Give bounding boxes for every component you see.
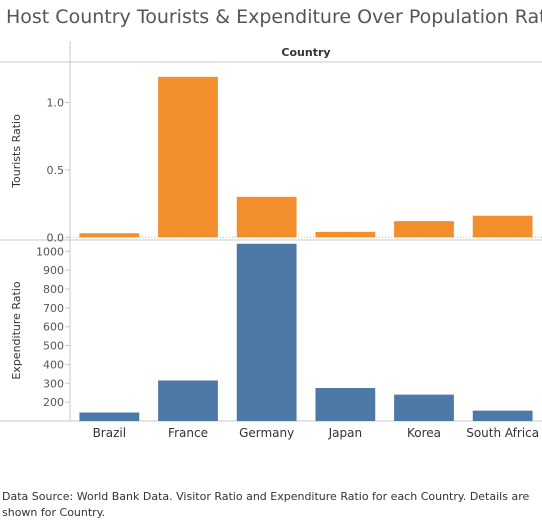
x-tick-label: Germany: [239, 426, 294, 440]
y-tick-label: 700: [43, 302, 64, 315]
x-tick-label: South Africa: [466, 426, 539, 440]
y-tick-label: 900: [43, 264, 64, 277]
y-tick-label: 600: [43, 321, 64, 334]
x-tick-label: Korea: [407, 426, 441, 440]
column-header: Country: [281, 46, 330, 59]
y-tick-label: 500: [43, 340, 64, 353]
y-tick-label: 1.0: [47, 96, 65, 109]
x-tick-label: Japan: [328, 426, 362, 440]
x-tick-label: France: [168, 426, 208, 440]
y-axis-label-tourists: Tourists Ratio: [10, 114, 23, 189]
y-tick-label: 200: [43, 396, 64, 409]
y-tick-label: 0.0: [47, 231, 65, 244]
bar-expenditure-korea: [394, 394, 454, 421]
bar-tourists-germany: [236, 196, 297, 238]
bar-expenditure-south-africa: [472, 410, 533, 421]
bar-expenditure-brazil: [79, 412, 140, 421]
bar-tourists-japan: [315, 231, 376, 238]
y-axis-label-expenditure: Expenditure Ratio: [10, 281, 23, 380]
panel-expenditure: Expenditure Ratio 200 300 400 500 600 700 800 90…: [10, 243, 533, 421]
panel-tourists: Tourists Ratio 0.0 0.5 1.0: [10, 76, 542, 244]
footnote: Data Source: World Bank Data. Visitor Ra…: [2, 490, 530, 519]
bar-tourists-france: [158, 76, 218, 238]
y-tick-label: 800: [43, 283, 64, 296]
bar-expenditure-japan: [315, 388, 376, 421]
bar-tourists-south-africa: [472, 215, 533, 238]
x-axis: Brazil France Germany Japan Korea South Afric…: [93, 426, 540, 440]
y-tick-label: 0.5: [47, 164, 65, 177]
chart-title: Host Country Tourists & Expenditure Over…: [6, 6, 542, 28]
bar-tourists-brazil: [79, 233, 140, 238]
y-tick-label: 400: [43, 358, 64, 371]
y-tick-label: 1000: [36, 245, 64, 258]
y-tick-label: 300: [43, 377, 64, 390]
chart-canvas: Country Tourists Ratio 0.0 0.5 1.0 Expenditu…: [0, 41, 542, 440]
x-tick-label: Brazil: [93, 426, 127, 440]
bar-expenditure-germany: [236, 243, 297, 421]
chart-panels: Tourists Ratio 0.0 0.5 1.0 Expenditure Ratio…: [10, 76, 542, 421]
bar-tourists-korea: [394, 221, 454, 238]
bar-expenditure-france: [158, 380, 218, 421]
